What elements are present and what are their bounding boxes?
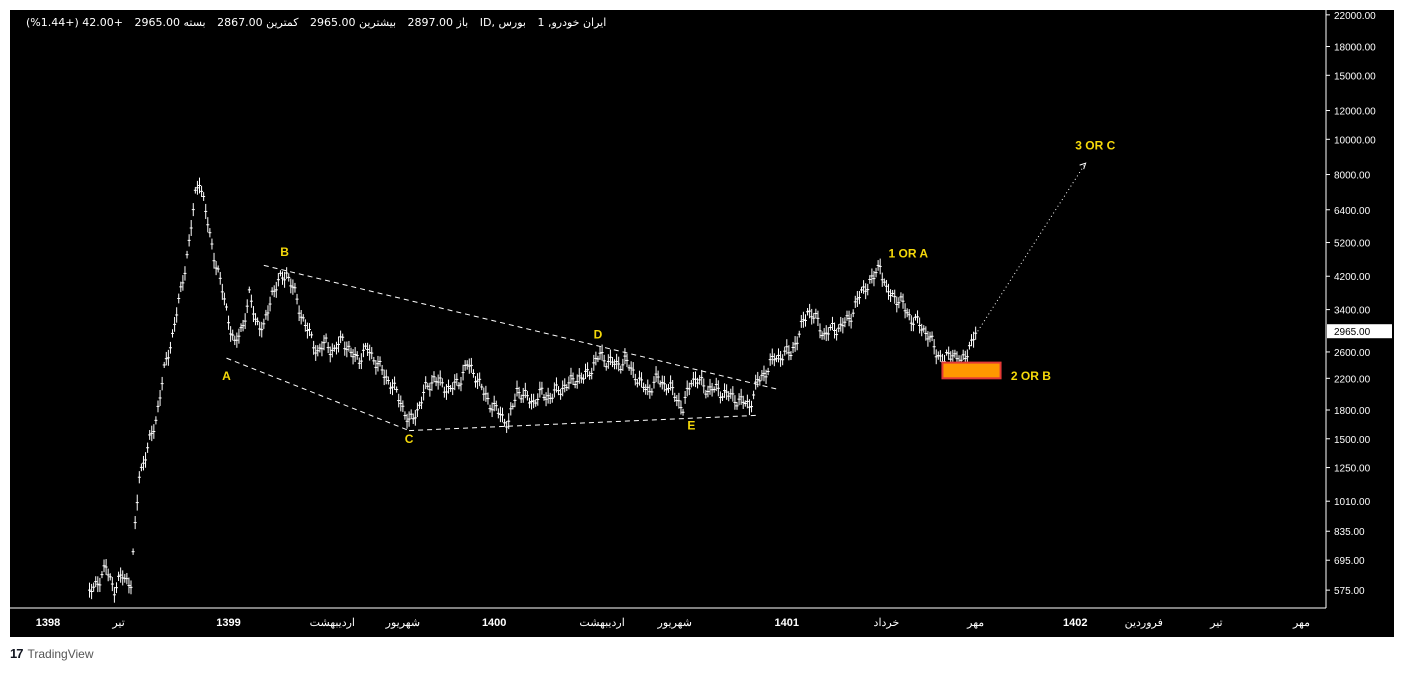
wave-label: B bbox=[280, 245, 289, 259]
x-tick-label: 1398 bbox=[36, 617, 60, 629]
close-value: بسته 2965.00 bbox=[134, 16, 206, 29]
y-tick-label: 18000.00 bbox=[1334, 43, 1376, 54]
market-label: بورس ,ID bbox=[479, 16, 526, 29]
wave-label: 3 OR C bbox=[1075, 139, 1115, 153]
last-price-tag bbox=[1327, 324, 1392, 339]
tradingview-logo-icon: 17 bbox=[10, 646, 24, 661]
x-tick-label: خرداد bbox=[874, 617, 900, 629]
y-tick-label: 1010.00 bbox=[1334, 497, 1371, 508]
y-tick-label: 22000.00 bbox=[1334, 11, 1376, 22]
x-tick-label: مهر bbox=[1292, 617, 1310, 629]
x-tick-label: فروردین bbox=[1125, 617, 1163, 629]
trendline-lower-left bbox=[226, 357, 410, 432]
y-tick-label: 3400.00 bbox=[1334, 306, 1371, 317]
y-tick-label: 575.00 bbox=[1334, 586, 1365, 597]
wave-label: C bbox=[405, 432, 414, 446]
x-tick-label: 1401 bbox=[775, 617, 799, 629]
y-tick-label: 4200.00 bbox=[1334, 272, 1371, 283]
y-tick-label: 8000.00 bbox=[1334, 171, 1371, 182]
price-chart[interactable]: 22000.00 18000.00 15000.00 12000.00 10000.00… bbox=[10, 10, 1394, 637]
y-tick-label: 12000.00 bbox=[1334, 107, 1376, 118]
x-tick-label: تیر bbox=[111, 617, 124, 629]
y-tick-label: 2200.00 bbox=[1334, 374, 1371, 385]
tradingview-branding[interactable]: 17 TradingView bbox=[10, 646, 94, 661]
y-tick-label: 835.00 bbox=[1334, 527, 1365, 538]
y-tick-label: 10000.00 bbox=[1334, 135, 1376, 146]
trendline-lower-right bbox=[409, 414, 758, 432]
x-tick-label: 1399 bbox=[216, 617, 240, 629]
x-tick-label: 1402 bbox=[1063, 617, 1087, 629]
y-tick-label: 2600.00 bbox=[1334, 348, 1371, 359]
wave-label: 2 OR B bbox=[1011, 369, 1051, 383]
wave-label: 1 OR A bbox=[888, 247, 928, 261]
chart-frame[interactable]: ایران خودرو, 1 بورس ,ID باز 2897.00 بیشت… bbox=[10, 10, 1394, 637]
low-value: کمترین 2867.00 bbox=[217, 16, 299, 29]
support-zone-box bbox=[941, 361, 1002, 380]
y-tick-label: 5200.00 bbox=[1334, 239, 1371, 250]
x-tick-label: اردیبهشت bbox=[310, 617, 355, 629]
price-series bbox=[88, 177, 978, 603]
wave-label: A bbox=[222, 369, 231, 383]
x-tick-label: شهریور bbox=[385, 617, 420, 629]
change-value: +42.00 (+1.44%) bbox=[26, 16, 123, 29]
y-tick-label: 15000.00 bbox=[1334, 71, 1376, 82]
y-tick-label: 1500.00 bbox=[1334, 435, 1371, 446]
y-tick-label: 1250.00 bbox=[1334, 464, 1371, 475]
high-value: بیشترین 2965.00 bbox=[310, 16, 397, 29]
x-tick-label: 1400 bbox=[482, 617, 506, 629]
last-price-label: 2965.00 bbox=[1334, 327, 1371, 338]
wave-label: D bbox=[594, 328, 603, 342]
chart-header: ایران خودرو, 1 بورس ,ID باز 2897.00 بیشت… bbox=[18, 16, 606, 29]
projection-line bbox=[977, 162, 1087, 332]
x-tick-label: اردیبهشت bbox=[579, 617, 624, 629]
projection-arrow-icon bbox=[1079, 162, 1087, 170]
tradingview-name: TradingView bbox=[27, 646, 94, 661]
x-tick-label: مهر bbox=[966, 617, 984, 629]
x-tick-label: شهریور bbox=[657, 617, 692, 629]
wave-label: E bbox=[687, 419, 695, 433]
y-tick-label: 695.00 bbox=[1334, 556, 1365, 567]
y-tick-label: 1800.00 bbox=[1334, 406, 1371, 417]
symbol-label: ایران خودرو, 1 bbox=[537, 16, 607, 29]
x-tick-label: تیر bbox=[1209, 617, 1222, 629]
open-value: باز 2897.00 bbox=[407, 16, 469, 29]
y-tick-label: 6400.00 bbox=[1334, 206, 1371, 217]
trendline-upper bbox=[263, 264, 779, 390]
